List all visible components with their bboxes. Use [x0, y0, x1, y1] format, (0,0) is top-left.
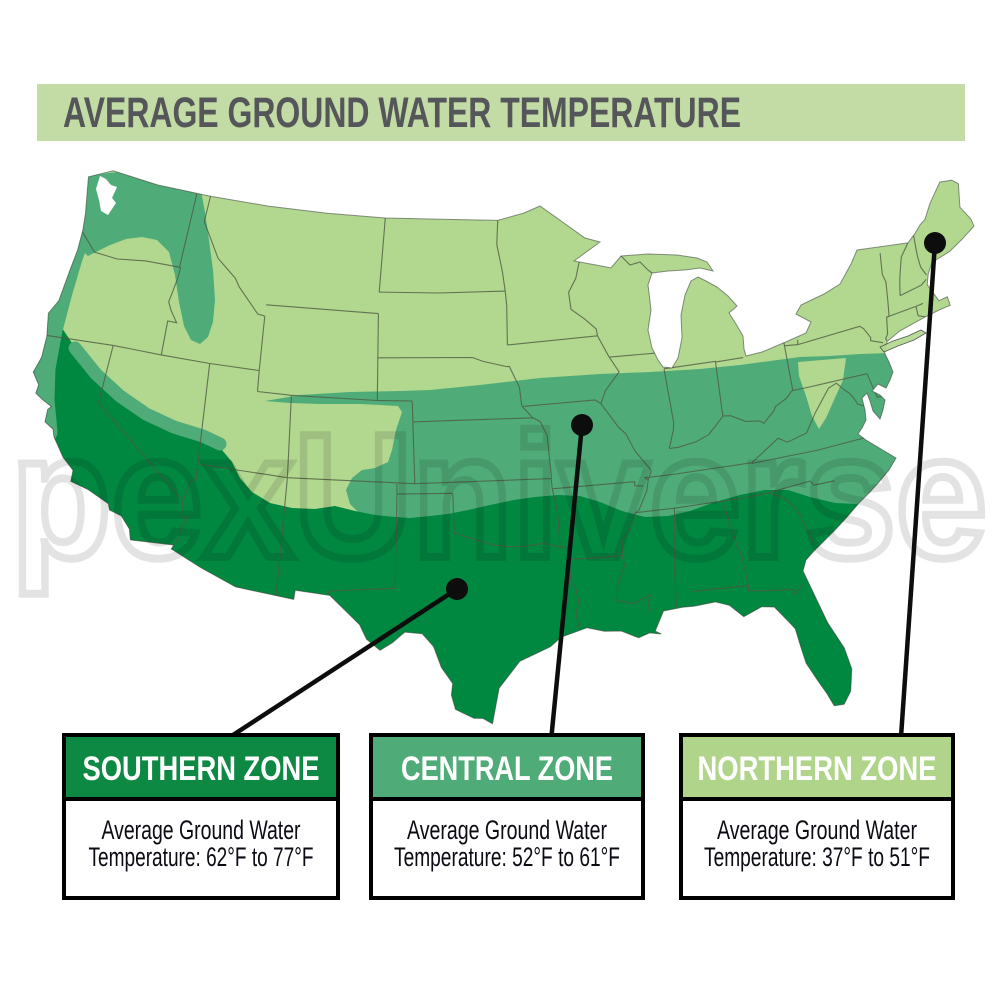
svg-text:Temperature: 52°F to 61°F: Temperature: 52°F to 61°F	[394, 842, 620, 872]
svg-text:SOUTHERN ZONE: SOUTHERN ZONE	[83, 750, 320, 788]
svg-text:pexUniverse: pexUniverse	[11, 397, 987, 595]
svg-text:Temperature: 37°F to 51°F: Temperature: 37°F to 51°F	[704, 842, 930, 872]
svg-text:NORTHERN ZONE: NORTHERN ZONE	[698, 750, 937, 788]
svg-text:Temperature: 62°F to 77°F: Temperature: 62°F to 77°F	[89, 842, 314, 872]
svg-text:CENTRAL ZONE: CENTRAL ZONE	[401, 750, 613, 788]
svg-text:Average Ground Water: Average Ground Water	[717, 815, 917, 845]
svg-text:Average Ground Water: Average Ground Water	[407, 815, 607, 845]
svg-text:AVERAGE GROUND WATER TEMPERATU: AVERAGE GROUND WATER TEMPERATURE	[63, 89, 741, 137]
svg-text:Average Ground Water: Average Ground Water	[102, 815, 301, 845]
